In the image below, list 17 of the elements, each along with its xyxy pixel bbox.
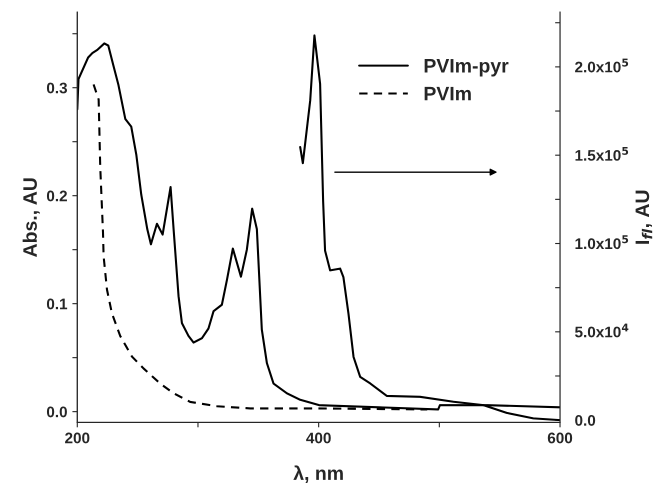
y-tick-label: 0.0 — [46, 406, 67, 418]
y-tick-label: 0.1 — [46, 298, 68, 310]
x-tick-label: 600 — [548, 432, 572, 444]
x-tick-label: 400 — [306, 432, 331, 444]
y2-axis-title: I$_{fl}$, AU — [636, 190, 652, 244]
y-tick-label: 0.3 — [46, 82, 68, 94]
legend-label: PVIm — [424, 86, 471, 100]
x-axis-title: λ, nm — [293, 465, 343, 483]
y2-tick-label: 2.0x10$^{5}$ — [575, 58, 628, 72]
y2-tick-label: 1.0x10$^{5}$ — [576, 235, 628, 250]
y2-tick-label: 5.0x10$^{4}$ — [575, 324, 628, 338]
y2-tick-label: 1.5x10$^{5}$ — [576, 146, 628, 161]
legend-label: PVIm-pyr — [424, 59, 508, 76]
y-tick-label: 0.2 — [46, 190, 67, 202]
y2-tick-label: 0.0 — [575, 415, 596, 426]
y-axis-title: Abs., AU — [22, 178, 40, 257]
x-tick-label: 200 — [65, 432, 90, 444]
